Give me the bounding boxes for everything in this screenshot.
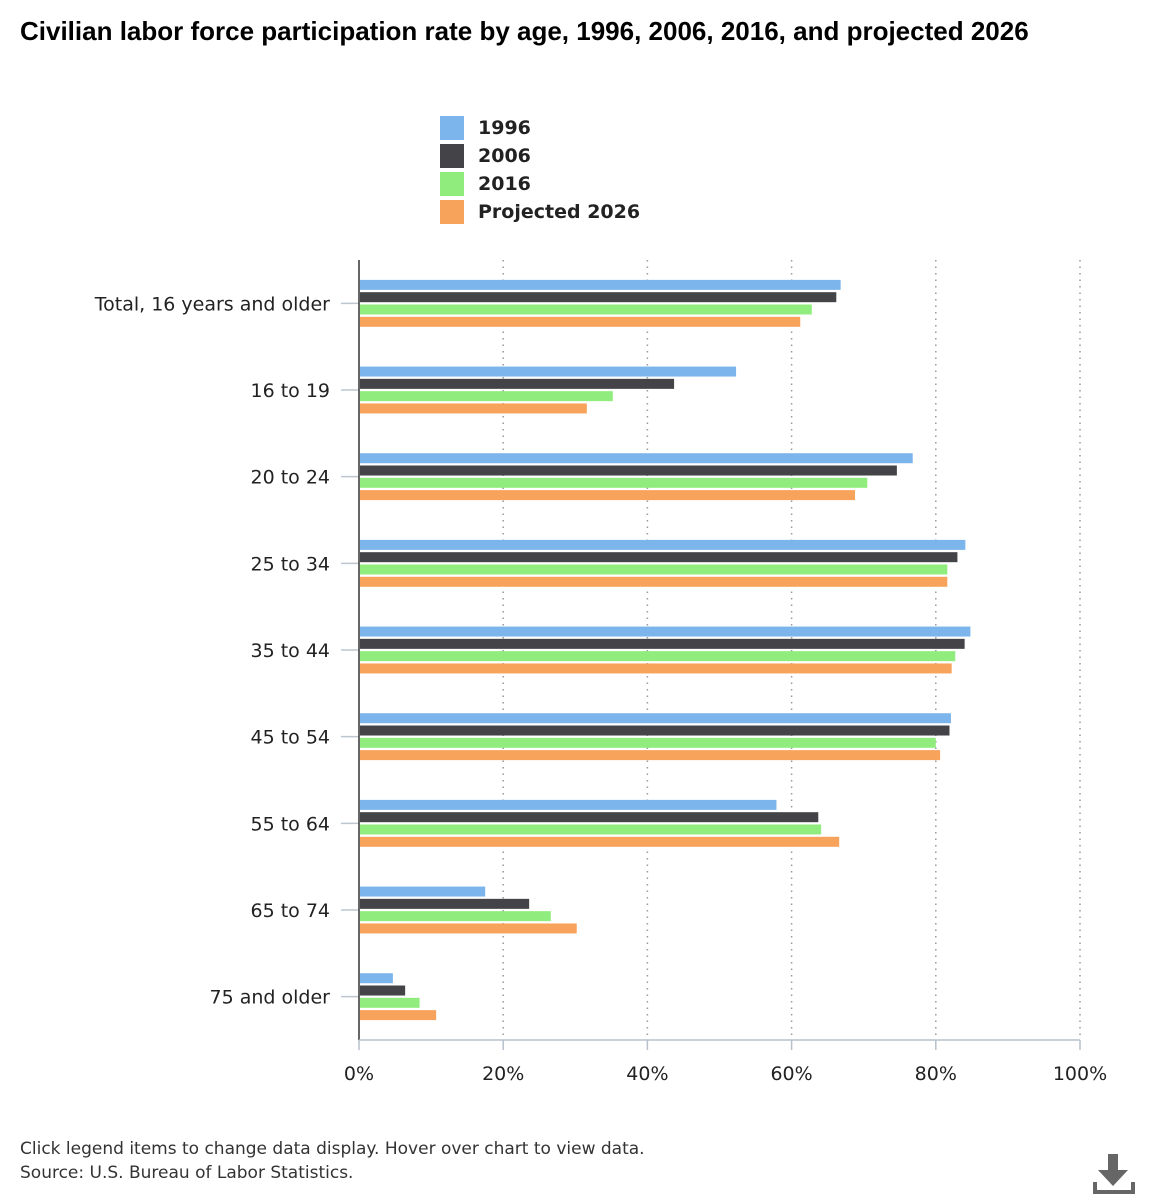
bar[interactable] [359,824,822,835]
download-icon[interactable] [1092,1150,1138,1196]
bar[interactable] [359,911,551,922]
y-category-label: 35 to 44 [250,640,330,662]
bar[interactable] [359,378,675,389]
legend-swatch-2016 [440,172,464,196]
bar[interactable] [359,799,777,810]
bar[interactable] [359,713,951,724]
legend-label-1996: 1996 [478,117,531,139]
x-tick-label: 20% [482,1063,524,1085]
legend-label-2006: 2006 [478,145,531,167]
y-category-label: 25 to 34 [250,553,330,575]
bar[interactable] [359,539,966,550]
bar[interactable] [359,725,950,736]
bar[interactable] [359,898,530,909]
legend-swatch-projected-2026 [440,200,464,224]
legend-item-2006[interactable]: 2006 [440,142,640,170]
bar[interactable] [359,292,837,303]
bar[interactable] [359,316,801,327]
bar[interactable] [359,638,965,649]
bar[interactable] [359,1010,437,1021]
x-tick-label: 0% [344,1063,374,1085]
bar[interactable] [359,453,913,464]
bar[interactable] [359,836,840,847]
y-category-label: 20 to 24 [250,467,330,489]
x-tick-label: 80% [915,1063,957,1085]
legend-item-2016[interactable]: 2016 [440,170,640,198]
legend-label-2016: 2016 [478,173,531,195]
bar[interactable] [359,391,613,402]
bar[interactable] [359,750,941,761]
y-category-label: 45 to 54 [250,727,330,749]
bar[interactable] [359,923,577,934]
legend-item-projected-2026[interactable]: Projected 2026 [440,198,640,226]
bar[interactable] [359,564,948,575]
y-category-label: 75 and older [210,987,331,1009]
legend-swatch-2006 [440,144,464,168]
bar[interactable] [359,279,841,290]
legend-item-1996[interactable]: 1996 [440,114,640,142]
bar[interactable] [359,626,971,637]
x-tick-label: 100% [1053,1063,1107,1085]
y-category-label: 16 to 19 [250,380,330,402]
x-tick-label: 40% [626,1063,668,1085]
bar[interactable] [359,552,958,563]
chart-source: Source: U.S. Bureau of Labor Statistics. [20,1163,354,1183]
bar[interactable] [359,812,819,823]
bar[interactable] [359,737,936,748]
chart-footer: Click legend items to change data displa… [20,1137,645,1185]
y-category-label: 65 to 74 [250,900,330,922]
bar[interactable] [359,985,406,996]
x-tick-label: 60% [770,1063,812,1085]
bar[interactable] [359,886,486,897]
legend-label-projected-2026: Projected 2026 [478,201,641,223]
bar[interactable] [359,465,897,476]
bar[interactable] [359,490,856,501]
bar[interactable] [359,304,812,315]
bar-chart[interactable]: 0% 20% 40% 60% 80% 100% Total, 16 years and ol… [0,0,1160,1120]
bar[interactable] [359,576,948,587]
legend: 1996 2006 2016 Projected 2026 [440,114,640,226]
y-category-label: Total, 16 years and older [94,293,330,315]
legend-swatch-1996 [440,116,464,140]
chart-title: Civilian labor force participation rate … [20,16,1029,46]
bar[interactable] [359,403,587,414]
bar[interactable] [359,997,420,1008]
bar[interactable] [359,973,393,984]
bar[interactable] [359,366,737,377]
bar[interactable] [359,663,952,674]
y-category-label: 55 to 64 [250,813,330,835]
chart-note: Click legend items to change data displa… [20,1139,645,1159]
bar[interactable] [359,477,868,488]
bar[interactable] [359,651,956,662]
